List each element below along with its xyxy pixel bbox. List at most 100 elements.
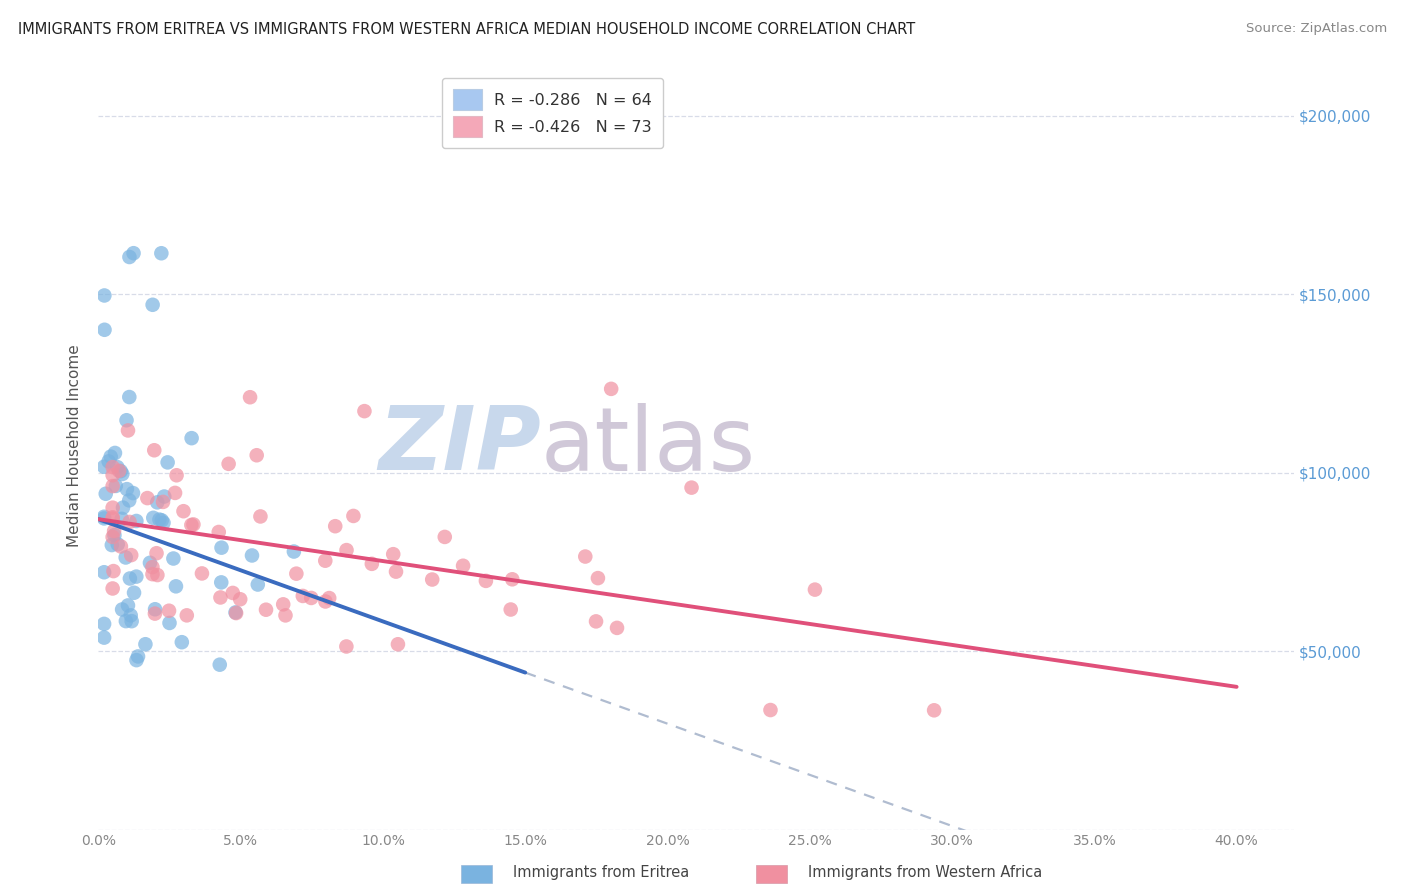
Point	[246, 577, 269, 591]
Point	[170, 635, 193, 649]
Point	[103, 564, 125, 578]
Point	[136, 491, 159, 505]
Point	[157, 604, 180, 618]
Point	[173, 504, 195, 518]
Point	[152, 495, 174, 509]
Point	[156, 455, 179, 469]
Point	[101, 460, 124, 475]
Point	[101, 510, 124, 524]
Point	[922, 703, 945, 717]
Point	[97, 454, 120, 468]
Text: ZIP: ZIP	[378, 402, 541, 490]
Point	[103, 524, 125, 538]
Point	[318, 591, 340, 605]
Point	[433, 530, 456, 544]
Point	[804, 582, 827, 597]
Point	[117, 424, 139, 438]
Point	[101, 511, 124, 525]
Point	[271, 598, 294, 612]
Point	[285, 566, 308, 581]
Point	[229, 592, 252, 607]
Point	[335, 543, 357, 558]
Point	[120, 548, 142, 562]
Point	[208, 524, 231, 539]
Point	[143, 607, 166, 621]
Point	[759, 703, 782, 717]
Point	[100, 450, 122, 464]
Point	[152, 516, 174, 530]
Point	[122, 246, 145, 260]
Point	[121, 614, 143, 628]
Point	[120, 608, 142, 623]
Point	[150, 513, 173, 527]
Point	[240, 549, 263, 563]
Point	[93, 509, 115, 524]
Point	[218, 457, 240, 471]
Point	[143, 602, 166, 616]
Text: Immigrants from Eritrea: Immigrants from Eritrea	[513, 865, 689, 880]
Point	[254, 603, 277, 617]
Point	[118, 572, 141, 586]
Point	[274, 608, 297, 623]
Point	[681, 481, 703, 495]
Point	[107, 537, 129, 551]
Point	[93, 631, 115, 645]
Point	[159, 615, 181, 630]
Point	[314, 554, 336, 568]
Point	[101, 538, 124, 552]
Point	[103, 528, 125, 542]
Point	[208, 657, 231, 672]
Point	[451, 558, 474, 573]
Point	[606, 621, 628, 635]
Point	[353, 404, 375, 418]
Point	[475, 574, 498, 588]
Point	[342, 508, 364, 523]
Point	[122, 586, 145, 600]
Point	[239, 390, 262, 404]
Point	[111, 602, 134, 616]
Point	[246, 448, 269, 462]
Point	[118, 493, 141, 508]
Point	[101, 468, 124, 483]
Point	[180, 431, 202, 445]
Point	[385, 565, 408, 579]
Point	[117, 599, 139, 613]
Point	[93, 288, 115, 302]
Point	[162, 551, 184, 566]
Point	[125, 569, 148, 583]
Point	[134, 637, 156, 651]
Point	[101, 479, 124, 493]
Point	[299, 591, 322, 605]
Point	[105, 460, 128, 475]
Point	[191, 566, 214, 581]
Point	[382, 547, 405, 561]
Point	[283, 544, 305, 558]
Point	[110, 540, 132, 554]
Point	[420, 573, 443, 587]
Text: Source: ZipAtlas.com: Source: ZipAtlas.com	[1247, 22, 1388, 36]
Point	[104, 446, 127, 460]
Y-axis label: Median Household Income: Median Household Income	[67, 344, 83, 548]
Point	[150, 246, 173, 260]
Point	[225, 606, 247, 620]
Point	[101, 582, 124, 596]
Point	[111, 512, 134, 526]
Point	[145, 546, 167, 560]
Point	[93, 566, 115, 580]
Point	[142, 298, 165, 312]
Point	[335, 640, 357, 654]
Point	[600, 382, 623, 396]
Point	[115, 413, 138, 427]
Point	[387, 637, 409, 651]
Point	[115, 614, 138, 628]
Point	[585, 615, 607, 629]
Point	[148, 513, 170, 527]
Point	[94, 487, 117, 501]
Point	[142, 511, 165, 525]
Point	[93, 323, 115, 337]
Point	[111, 500, 134, 515]
Point	[323, 519, 346, 533]
Point	[176, 608, 198, 623]
Point	[115, 482, 138, 496]
Text: Immigrants from Western Africa: Immigrants from Western Africa	[808, 865, 1043, 880]
